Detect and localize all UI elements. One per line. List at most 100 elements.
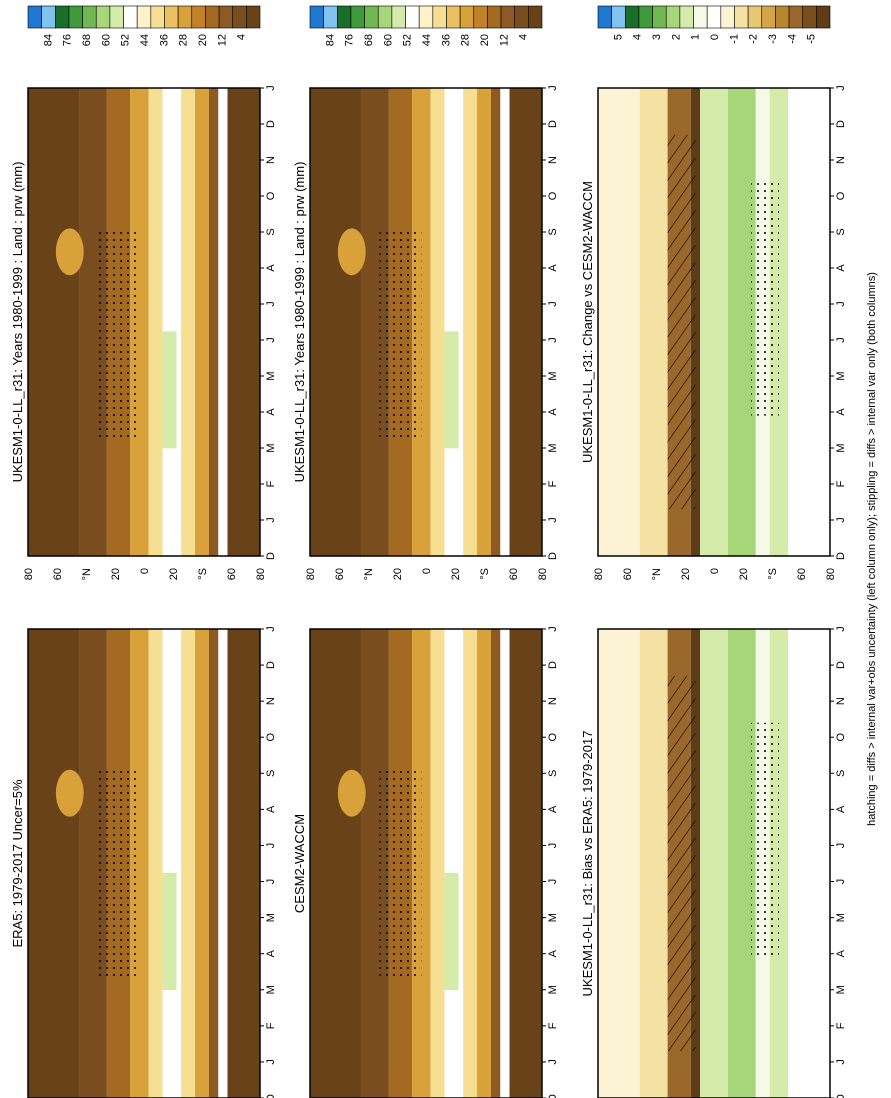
month-tick-label: J (265, 1059, 277, 1065)
month-tick-label: D (265, 120, 277, 128)
colorbar-cell (191, 5, 206, 29)
month-tick-label: D (265, 552, 277, 560)
panel-title: CESM2-WACCM (292, 814, 307, 913)
colorbar-cell (136, 5, 152, 29)
month-tick-label: J (835, 517, 847, 523)
lat-band (788, 88, 798, 556)
colorbar-label: 68 (81, 34, 93, 46)
panel-top-right: UKESM1-0-LL_r31: Years 1980-1999 : Land … (292, 85, 559, 580)
colorbar-cell (679, 5, 694, 29)
colorbar-cell (350, 5, 365, 29)
colorbar-cell (665, 5, 681, 29)
month-tick-label: O (835, 733, 847, 742)
month-tick-label: J (265, 843, 277, 849)
colorbar-cell (95, 5, 111, 29)
colorbar-label: 3 (651, 34, 663, 40)
month-tick-label: S (835, 228, 847, 235)
colorbar-label: 1 (690, 34, 702, 40)
lat-tick-label: 0 (139, 568, 151, 574)
panel-title: UKESM1-0-LL_r31: Years 1980-1999 : Land … (292, 162, 307, 483)
colorbar-cell (528, 5, 543, 29)
stipple-area (97, 769, 140, 981)
colorbar-cell (720, 5, 735, 29)
month-tick-label: O (265, 191, 277, 200)
month-tick-label: N (835, 697, 847, 705)
colorbar-cell (473, 5, 488, 29)
colorbar-cell (802, 5, 817, 29)
month-tick-label: J (265, 337, 277, 343)
colorbar-label: 44 (139, 34, 151, 46)
lat-band (181, 629, 196, 1098)
lat-band (162, 88, 182, 556)
colorbar-cell (309, 5, 324, 29)
moist-core (444, 331, 459, 449)
month-tick-label: J (835, 301, 847, 307)
lat-band (504, 88, 542, 556)
colorbar-cell (432, 5, 447, 29)
lat-band (148, 88, 163, 556)
month-tick-label: J (547, 1059, 559, 1065)
moist-blob (55, 769, 84, 817)
lat-tick-label: 80 (305, 568, 317, 580)
colorbar-cell (652, 5, 667, 29)
month-tick-label: J (547, 301, 559, 307)
colorbar-label: 20 (479, 34, 491, 46)
colorbar-label: 20 (197, 34, 209, 46)
month-tick-label: D (547, 661, 559, 669)
colorbar-label: 12 (216, 34, 228, 46)
lat-tick-label: 60 (52, 568, 64, 580)
month-tick-label: M (547, 913, 559, 922)
month-tick-label: M (265, 913, 277, 922)
month-tick-label: D (835, 120, 847, 128)
hatch-area (667, 675, 696, 1052)
month-tick-label: D (835, 1094, 847, 1098)
month-tick-label: S (265, 770, 277, 777)
panel-title: UKESM1-0-LL_r31: Years 1980-1999 : Land … (10, 162, 25, 483)
lat-tick-label: 0 (709, 568, 721, 574)
colorbar-label: 76 (344, 34, 356, 46)
colorbar-cell (323, 5, 338, 29)
month-tick-label: J (835, 1059, 847, 1065)
colorbar-cell (377, 5, 393, 29)
lat-band (430, 629, 445, 1098)
colorbar-cell (459, 5, 475, 29)
colorbar-cell (734, 5, 749, 29)
month-tick-label: A (835, 805, 847, 813)
stipple-area (751, 181, 779, 416)
month-tick-label: F (547, 1022, 559, 1029)
colorbar-cell (391, 5, 406, 29)
month-tick-label: N (547, 156, 559, 164)
month-tick-label: F (547, 480, 559, 487)
lat-tick-label: 60 (508, 568, 520, 580)
month-tick-label: S (265, 228, 277, 235)
month-tick-label: J (835, 337, 847, 343)
colorbar-cell (41, 5, 56, 29)
lat-tick-label: 80 (537, 568, 549, 580)
lat-tick-label: °S (767, 568, 779, 580)
colorbar-cell (788, 5, 804, 29)
month-tick-label: J (547, 337, 559, 343)
lat-band (310, 88, 362, 556)
month-tick-label: A (547, 805, 559, 813)
lat-tick-label: °S (479, 568, 491, 580)
lat-band (639, 629, 668, 1098)
colorbar-cell (514, 5, 529, 29)
month-tick-label: D (835, 661, 847, 669)
colorbar-cell (446, 5, 461, 29)
lat-band (598, 88, 640, 556)
lat-tick-label: 80 (255, 568, 267, 580)
lat-band (181, 88, 196, 556)
panel-mid-left: ERA5: 1979-2017 Uncer=5%DJFMAMJJASONDJ80… (10, 626, 277, 1098)
footnote: hatching = diffs > internal var+obs unce… (866, 272, 878, 826)
month-tick-label: N (835, 156, 847, 164)
lat-band (28, 629, 80, 1098)
month-tick-label: M (265, 371, 277, 380)
colorbar-cell (164, 5, 179, 29)
colorbar-label: -5 (806, 34, 818, 44)
month-tick-label: D (835, 552, 847, 560)
colorbar-label: 84 (324, 34, 336, 46)
colorbar-label: 60 (100, 34, 112, 46)
colorbar-label: 84 (42, 34, 54, 46)
lat-tick-label: °N (363, 568, 375, 580)
colorbar-label: 4 (632, 34, 644, 40)
